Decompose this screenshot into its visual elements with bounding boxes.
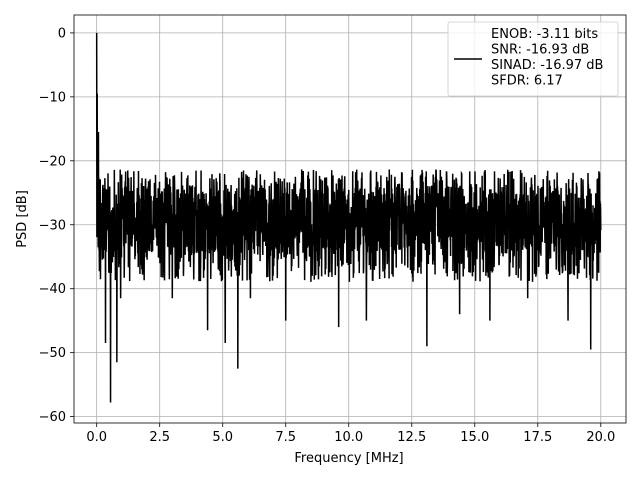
x-tick-label: 10.0 (334, 430, 363, 445)
plot-area (95, 32, 602, 403)
legend-entry-label: ENOB: -3.11 bits SNR: -16.93 dB SINAD: -16… (491, 27, 603, 89)
y-tick-label: −10 (39, 90, 66, 105)
x-tick-label: 0.0 (86, 430, 107, 445)
legend: ENOB: -3.11 bits SNR: -16.93 dB SINAD: -16… (447, 21, 619, 97)
y-tick-label: −60 (39, 410, 66, 425)
axis-ticks: 0.0 2.5 5.0 7.5 10.0 12.5 15.0 17.5 20.0 0 −10 −20 −… (39, 26, 616, 445)
legend-entry-line: ENOB: -3.11 bits (491, 27, 598, 42)
y-axis-label: PSD [dB] (15, 190, 30, 248)
y-tick-label: −20 (39, 154, 66, 169)
y-tick-label: −30 (39, 218, 66, 233)
x-tick-label: 20.0 (586, 430, 615, 445)
legend-entry-line: SFDR: 6.17 (491, 74, 563, 89)
x-axis-label: Frequency [MHz] (294, 451, 403, 466)
x-tick-label: 5.0 (212, 430, 233, 445)
legend-entry-line: SNR: -16.93 dB (491, 43, 589, 58)
y-tick-label: −40 (39, 282, 66, 297)
y-tick-label: 0 (58, 26, 66, 41)
x-tick-label: 12.5 (397, 430, 426, 445)
x-tick-label: 17.5 (523, 430, 552, 445)
legend-entry-line: SINAD: -16.97 dB (491, 58, 603, 73)
psd-series-line (95, 32, 602, 403)
y-tick-label: −50 (39, 346, 66, 361)
x-tick-label: 2.5 (149, 430, 170, 445)
x-tick-label: 15.0 (460, 430, 489, 445)
legend-box (447, 21, 619, 97)
plot-frame (73, 14, 627, 424)
x-tick-label: 7.5 (275, 430, 296, 445)
